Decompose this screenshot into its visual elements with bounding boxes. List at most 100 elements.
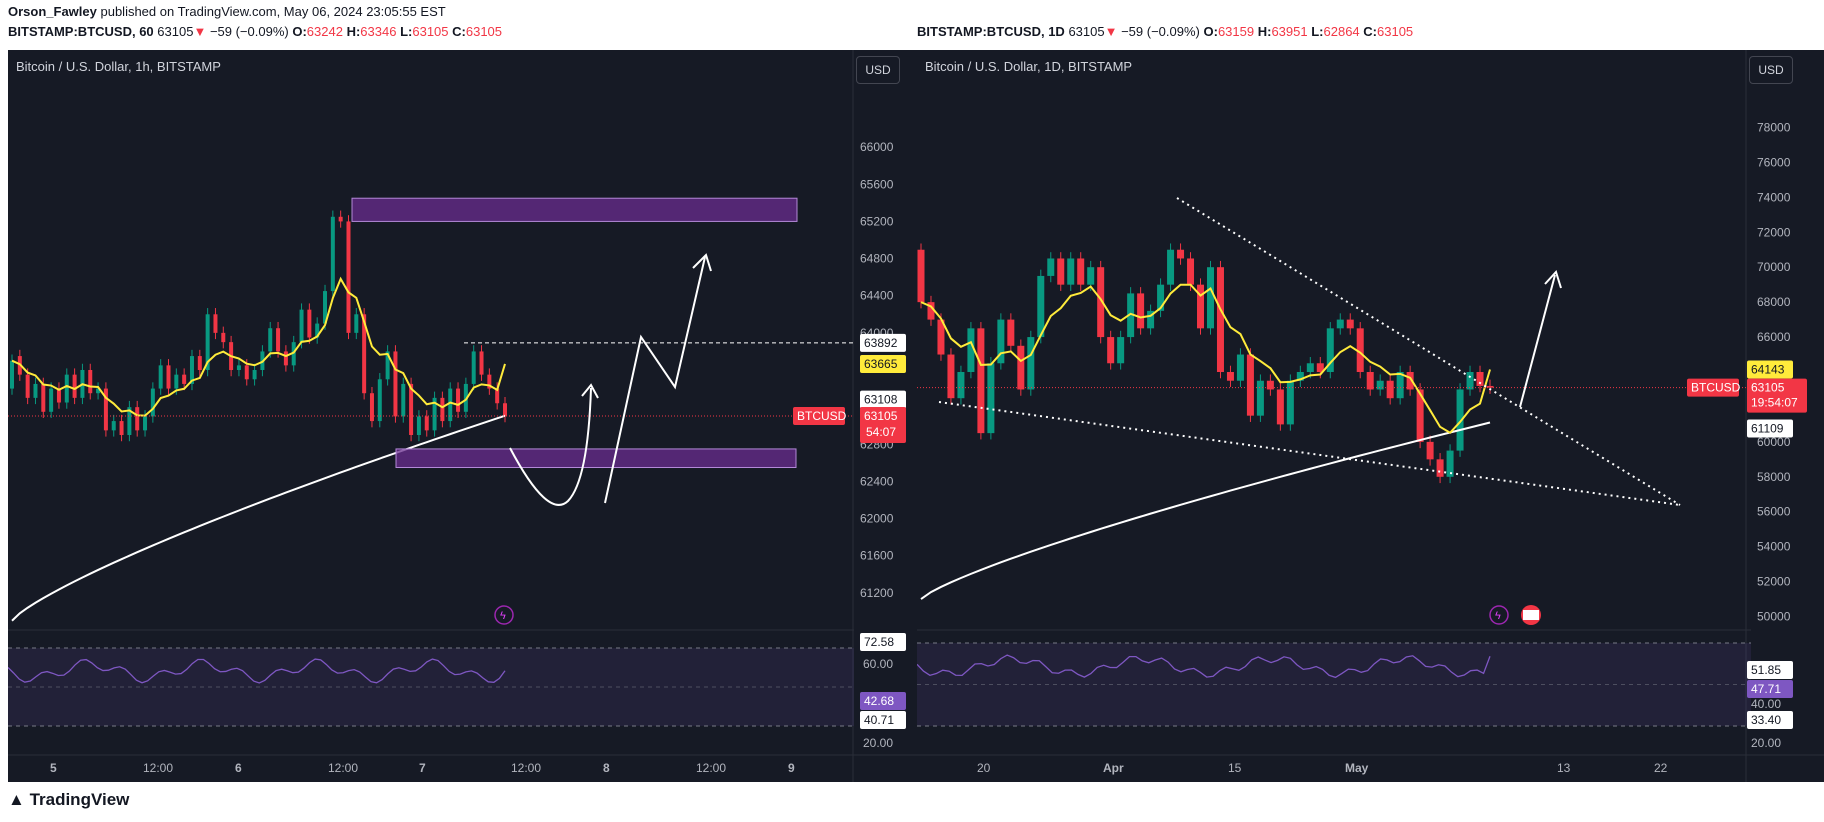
candle-body [1256, 380, 1264, 416]
candle-body [150, 388, 155, 417]
candle-body [1037, 275, 1045, 338]
candle-body [103, 388, 108, 431]
candle-body [33, 383, 38, 398]
rsi-lower-label: 33.40 [1751, 713, 1781, 727]
candle-body [362, 314, 367, 394]
candle-body [283, 351, 288, 366]
candle-body [1456, 389, 1464, 451]
candle-body [291, 342, 296, 366]
rsi-value-label-bg [1747, 680, 1793, 698]
symbol-tag: BTCUSD [797, 409, 847, 423]
x-tick-label: 12:00 [143, 761, 173, 775]
candle-body [1127, 293, 1135, 338]
ma-slow-label-bg [1747, 419, 1793, 438]
rsi-tick: 20.00 [863, 736, 893, 750]
x-tick-label: 12:00 [328, 761, 358, 775]
ma-fast-line [11, 276, 506, 417]
x-tick-label: 6 [235, 761, 242, 775]
y-tick-label: 58000 [1757, 470, 1791, 484]
candle-body [1167, 249, 1175, 285]
candle-body [1386, 380, 1394, 399]
ma-slow-line [920, 421, 1491, 600]
right-chart-svg[interactable]: 78000 76000 74000 72000 70000 68000 66000 60000… [917, 50, 1824, 782]
rsi-line [917, 654, 1491, 679]
x-tick-label: 5 [50, 761, 57, 775]
left-high: 63346 [360, 24, 397, 39]
candle-body [479, 351, 484, 375]
ma-slow-line [11, 414, 506, 622]
candle-body [1206, 267, 1214, 329]
candle-body [1057, 258, 1065, 285]
ma-slow-label: 63108 [864, 393, 898, 407]
right-close: 63105 [1377, 24, 1414, 39]
candle-body [49, 388, 54, 412]
candle-body [1396, 372, 1404, 399]
candle-body [1067, 258, 1075, 285]
candle-body [432, 397, 437, 431]
y-tick-label: 60000 [1757, 435, 1791, 449]
candle-body [1246, 354, 1254, 416]
candle-body [409, 383, 414, 435]
candle-body [1326, 328, 1334, 372]
candle-body [338, 216, 343, 222]
ma-fast-label-bg [1747, 360, 1793, 379]
candle-body [197, 356, 202, 370]
x-tick-label: 9 [788, 761, 795, 775]
right-low: 62864 [1323, 24, 1360, 39]
left-chart-panel[interactable]: Bitcoin / U.S. Dollar, 1h, BITSTAMP USD … [8, 50, 918, 782]
candle-body [487, 374, 492, 389]
candle-body [346, 221, 351, 333]
y-tick-label: 52000 [1757, 575, 1791, 589]
projection-curve [509, 387, 592, 506]
candle-body [1436, 459, 1444, 477]
candle-body [236, 365, 241, 370]
y-tick-label: 68000 [1757, 295, 1791, 309]
left-currency-button[interactable]: USD [856, 56, 900, 84]
last-price-label: 63105 [864, 409, 898, 423]
y-tick-label: 61600 [860, 549, 894, 563]
tradingview-logo[interactable]: ▲ TradingView [8, 790, 129, 810]
author-name[interactable]: Orson_Fawley [8, 4, 97, 19]
candle-body [143, 416, 148, 431]
right-ohlc-line: BITSTAMP:BTCUSD, 1D 63105▼ −59 (−0.09%) … [917, 24, 1414, 39]
publish-info: Orson_Fawley published on TradingView.co… [8, 4, 446, 19]
candle-body [72, 374, 77, 398]
left-chart-svg[interactable]: 6600065600652006480064400640006280062400… [8, 50, 918, 782]
y-tick-label: 54000 [1757, 540, 1791, 554]
y-tick-label: 66000 [1757, 330, 1791, 344]
candle-body [189, 356, 194, 384]
x-tick-label: 12:00 [696, 761, 726, 775]
candle-body [1306, 363, 1314, 372]
rsi-lower-label: 40.71 [864, 713, 894, 727]
ma-fast-label-bg [860, 354, 906, 373]
rsi-value-label: 42.68 [864, 694, 894, 708]
candle-body [1336, 319, 1344, 329]
candle-body [456, 388, 461, 412]
candle-body [276, 328, 281, 352]
candle-body [917, 249, 925, 303]
lightning-icon [1489, 605, 1509, 625]
rsi-upper-label: 51.85 [1751, 663, 1781, 677]
y-tick-label: 50000 [1757, 610, 1791, 624]
x-tick-label: 20 [977, 761, 991, 775]
left-change: −59 (−0.09%) [209, 24, 289, 39]
candle-body [1266, 380, 1274, 390]
candle-body [1316, 363, 1324, 372]
rsi-value-label: 47.71 [1751, 682, 1781, 696]
right-chart-panel[interactable]: Bitcoin / U.S. Dollar, 1D, BITSTAMP USD … [917, 50, 1824, 782]
candle-body [1296, 372, 1304, 381]
candle-body [385, 351, 390, 380]
right-open: 63159 [1217, 24, 1255, 39]
countdown-label: 54:07 [866, 425, 896, 439]
candle-body [1286, 380, 1294, 425]
candle-body [1426, 441, 1434, 460]
level-label: 63892 [864, 336, 898, 350]
candle-body [377, 379, 382, 422]
right-change: −59 (−0.09%) [1121, 24, 1200, 39]
candle-body [119, 421, 124, 435]
candle-body [135, 407, 140, 431]
left-symbol: BITSTAMP:BTCUSD, 60 [8, 24, 154, 39]
right-currency-button[interactable]: USD [1749, 56, 1793, 84]
last-price-bg [1747, 378, 1807, 413]
candle-body [268, 328, 273, 352]
